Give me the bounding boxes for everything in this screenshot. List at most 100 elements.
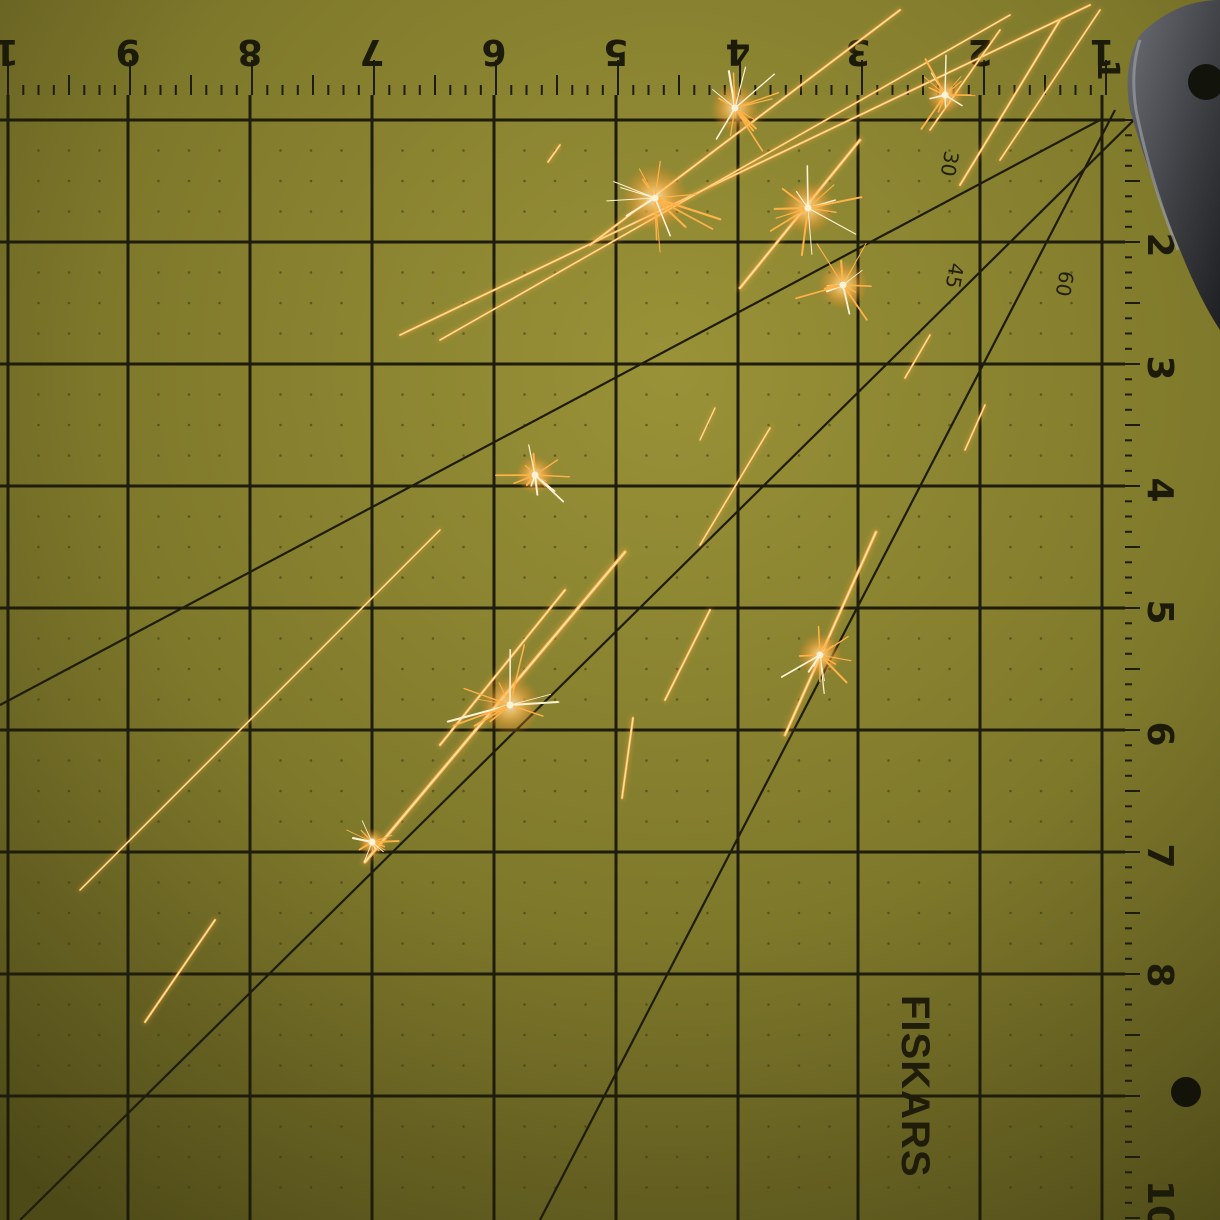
grid-dot <box>1039 1125 1043 1128</box>
spark-burst-core <box>941 91 949 99</box>
grid-dot <box>645 1125 648 1128</box>
spark-ray <box>371 840 400 843</box>
grid-dot <box>553 881 557 884</box>
grid-dot <box>431 759 435 762</box>
grid-lines <box>0 95 1125 1220</box>
grid-dot <box>706 881 709 884</box>
grid-dot <box>1009 1186 1012 1189</box>
grid-dot <box>584 911 587 915</box>
grid-dot <box>401 454 404 457</box>
grid-dot <box>828 1186 831 1189</box>
grid-dot <box>218 515 221 518</box>
grid-dot <box>431 179 435 183</box>
grid-dot <box>553 179 557 183</box>
grid-dot <box>218 301 221 305</box>
grid-dot <box>1039 1064 1043 1067</box>
grid-dot <box>187 1125 191 1128</box>
grid-dot <box>917 423 921 427</box>
spark-burst-core <box>651 194 659 202</box>
grid-dot <box>767 1155 770 1159</box>
grid-dot <box>797 759 801 762</box>
grid-dot <box>1039 759 1043 762</box>
grid-dot <box>948 881 951 884</box>
grid-dot <box>706 789 709 793</box>
grid-dot <box>98 911 101 915</box>
grid-dot <box>431 149 435 152</box>
grid-dot <box>1009 1064 1012 1067</box>
spark-ray <box>920 94 946 130</box>
grid-dot <box>948 515 951 518</box>
grid-dot <box>553 698 557 701</box>
grid-dot <box>523 942 526 945</box>
top-number: 6 <box>481 31 506 72</box>
grid-dot <box>887 454 890 457</box>
grid-dot <box>797 820 801 823</box>
grid-dot <box>67 301 71 305</box>
grid-dot <box>187 1064 191 1067</box>
grid-dot <box>553 393 557 396</box>
grid-dot <box>706 1155 709 1159</box>
grid-dot <box>887 423 890 427</box>
spark-ray <box>534 474 565 503</box>
grid-dot <box>523 332 526 335</box>
grid-dot <box>887 1125 890 1128</box>
grid-dot <box>157 1064 160 1067</box>
grid-dot <box>67 332 71 335</box>
grid-dot <box>37 1125 40 1128</box>
grid-dot <box>797 942 801 945</box>
spark-burst-core <box>368 838 376 846</box>
grid-dot <box>37 637 40 640</box>
tool-hole <box>1188 64 1220 100</box>
spark-ray <box>780 654 821 678</box>
grid-dot <box>157 1033 160 1037</box>
grid-dot <box>187 1003 191 1006</box>
grid-dot <box>1070 1033 1073 1037</box>
spark-ray <box>653 196 687 228</box>
grid-dot <box>828 545 831 549</box>
grid-dot <box>157 1155 160 1159</box>
spark-core <box>144 919 216 1023</box>
grid-dot <box>431 1155 435 1159</box>
grid-dot <box>218 545 221 549</box>
grid-dot <box>828 1003 831 1006</box>
grid-dot <box>523 1033 526 1037</box>
spark-ray <box>346 829 373 843</box>
grid-dot <box>431 210 435 213</box>
grid-dot <box>948 1186 951 1189</box>
grid-dot <box>887 942 890 945</box>
grid-dot <box>340 545 343 549</box>
grid-dot <box>706 393 709 396</box>
grid-dot <box>279 149 282 152</box>
spark-ray <box>638 168 656 199</box>
grid-dot <box>67 179 71 183</box>
grid-dot <box>218 1155 221 1159</box>
grid-dot <box>645 789 648 793</box>
grid-dot <box>218 942 221 945</box>
grid-dot <box>157 911 160 915</box>
grid-dot <box>645 545 648 549</box>
grid-dot <box>67 393 71 396</box>
spark-core <box>621 717 634 799</box>
grid-dot <box>37 179 40 183</box>
grid-dot <box>706 454 709 457</box>
grid-dot <box>948 1125 951 1128</box>
grid-dot <box>797 1186 801 1189</box>
grid-dot <box>584 1033 587 1037</box>
grid-dot <box>767 667 770 671</box>
grid-dot <box>309 942 313 945</box>
grid-dot <box>675 698 679 701</box>
grid-dot <box>187 881 191 884</box>
grid-dot <box>917 301 921 305</box>
grid-dot <box>917 698 921 701</box>
grid-dot <box>917 1003 921 1006</box>
grid-dot <box>309 179 313 183</box>
grid-dot <box>948 637 951 640</box>
grid-dot <box>218 454 221 457</box>
grid-dot <box>279 454 282 457</box>
grid-dot <box>98 545 101 549</box>
grid-dot <box>218 179 221 183</box>
spark-burst-core <box>839 281 847 289</box>
grid-dot <box>948 210 951 213</box>
grid-dot <box>340 881 343 884</box>
grid-dot <box>1070 454 1073 457</box>
